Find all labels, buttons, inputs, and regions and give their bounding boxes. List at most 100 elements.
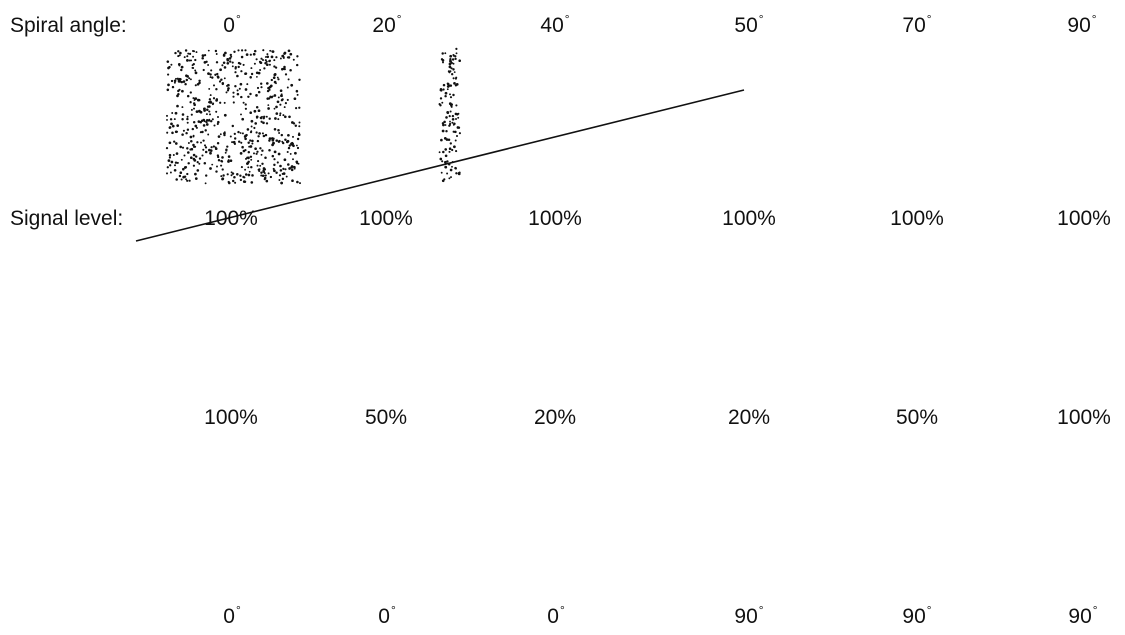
dot [240,70,243,73]
dot [211,163,214,166]
dot [259,147,262,150]
dot [439,157,443,161]
dot [446,172,449,175]
dot [271,50,274,53]
dot [192,50,196,53]
dot [183,154,186,157]
row4-value-1: 0° [223,603,241,628]
dot [231,61,234,64]
dot [178,174,182,178]
spiral-angle-value-3: 40° [540,12,570,37]
dot [244,137,247,141]
dot [189,101,192,104]
dot [177,55,180,58]
dot [192,157,196,161]
dot [266,55,270,59]
row4-value-6: 90° [1068,603,1098,628]
dot [226,173,229,176]
dot [274,117,277,120]
dot [441,129,445,133]
dot [221,156,224,159]
dot [250,130,253,133]
dot [438,103,441,106]
dot [239,132,242,134]
dot [175,77,177,80]
dot [295,144,298,147]
dot [291,179,294,183]
dot [237,49,240,52]
dot [298,125,301,128]
dot [207,72,210,75]
dot [204,182,207,185]
dot [234,84,237,88]
dot [179,51,182,55]
dot [180,158,183,161]
dot [168,126,171,129]
dot [295,160,299,164]
dot [180,65,184,69]
dot [206,108,209,111]
dot [246,128,250,131]
dot [446,160,449,163]
dot [279,114,282,117]
dot [290,166,293,169]
dot [232,101,235,104]
dot [246,83,249,86]
dot [250,119,254,123]
dot [455,104,458,107]
dot [208,100,212,104]
dot [247,150,251,154]
dot [246,161,250,165]
dot [273,158,276,161]
dot [194,172,197,176]
dot [444,160,447,164]
dot [249,139,252,142]
dot [287,78,290,81]
dot [180,68,183,72]
dot [456,126,460,129]
dot [195,126,198,129]
dot [296,180,299,184]
dot [228,181,231,185]
dot [451,73,454,76]
dot [264,56,267,58]
row3-value-2: 50% [364,406,408,429]
dot [298,132,301,135]
dot [187,162,190,165]
dot [262,59,264,61]
dot [187,142,190,144]
dot [452,130,455,133]
dot [265,179,269,183]
dot [173,140,176,143]
dot [454,139,457,142]
dot [169,164,172,167]
dot [194,97,198,100]
dot [255,106,259,109]
dot [204,129,207,132]
dot [170,63,173,66]
dot [208,110,211,113]
dot [179,171,183,174]
dot [173,81,176,84]
dot [444,148,448,151]
dot [275,171,278,174]
dot [249,111,252,114]
dot [173,79,177,83]
dot [448,147,452,150]
dot [196,98,200,102]
dot [278,132,281,134]
dot [185,131,188,135]
dot [250,181,254,184]
dot [241,132,244,135]
dot [443,137,447,140]
dot [269,175,273,179]
dot [275,105,278,109]
dot [180,178,183,181]
dot [251,139,254,143]
dot [249,92,252,96]
dot [186,121,189,124]
dot [451,58,455,61]
dot [283,115,287,119]
dot [251,174,254,177]
